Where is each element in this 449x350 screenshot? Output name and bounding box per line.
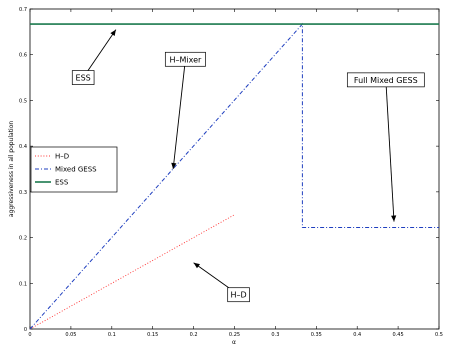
y-tick-label: 0.3	[19, 190, 27, 196]
y-tick-label: 0.2	[19, 236, 27, 242]
y-tick-label: 0.1	[19, 281, 27, 287]
annotation-label: H–D	[230, 291, 246, 300]
annotation-arrowhead	[110, 29, 116, 36]
y-tick-label: 0.5	[19, 98, 27, 104]
annotation-label: ESS	[76, 74, 91, 83]
annotations: ESS H–Mixer Full Mixed GESS H–D	[71, 29, 425, 303]
annotation-box	[164, 51, 206, 67]
x-axis-label: α	[232, 339, 236, 346]
annotation-arrow	[385, 86, 395, 222]
annotation-arrowhead	[193, 262, 200, 269]
series-line	[29, 214, 235, 330]
x-tick-label: 0.2	[190, 332, 198, 338]
x-tick-label: 0.4	[353, 332, 361, 338]
annotation-arrow	[193, 262, 230, 289]
x-tick-label: 0.25	[229, 332, 240, 338]
annotation-arrow	[87, 29, 117, 71]
annotation-arrow	[172, 66, 186, 170]
x-tick-label: 0.5	[435, 332, 443, 338]
annotation-arrowhead	[391, 215, 397, 222]
series-lines	[29, 22, 439, 330]
legend-entry: H–D	[55, 153, 69, 161]
annotation-label: H–Mixer	[169, 55, 202, 64]
x-tick-label: 0.45	[393, 332, 404, 338]
x-tick-label: 0.35	[311, 332, 322, 338]
y-tick-label: 0.7	[19, 7, 27, 13]
y-tick-label: 0.4	[19, 144, 27, 150]
y-axis-label: aggressiveness in all population	[8, 121, 15, 218]
annotation-box	[71, 70, 95, 85]
annotation-box	[346, 72, 425, 88]
x-tick-label: 0	[28, 332, 31, 338]
annotation-label: Full Mixed GESS	[354, 76, 418, 85]
x-tick-label: 0.3	[271, 332, 279, 338]
legend-entry: ESS	[55, 179, 69, 187]
y-tick-label: 0.6	[19, 53, 27, 59]
series-line	[29, 22, 439, 330]
annotation-box	[227, 287, 250, 303]
x-tick-label: 0.1	[108, 332, 116, 338]
x-tick-label: 0.05	[65, 332, 76, 338]
x-tick-label: 0.15	[147, 332, 158, 338]
legend: H–D Mixed GESS ESS	[30, 146, 118, 193]
y-tick-label: 0	[24, 327, 27, 333]
legend-entry: Mixed GESS	[55, 166, 97, 174]
axis-ticks: 0 0.05 0.1 0.15 0.2 0.25 0.3 0.35 0.4 0.45 0.5 0 0.1…	[19, 7, 443, 338]
annotation-arrowhead	[171, 162, 177, 169]
